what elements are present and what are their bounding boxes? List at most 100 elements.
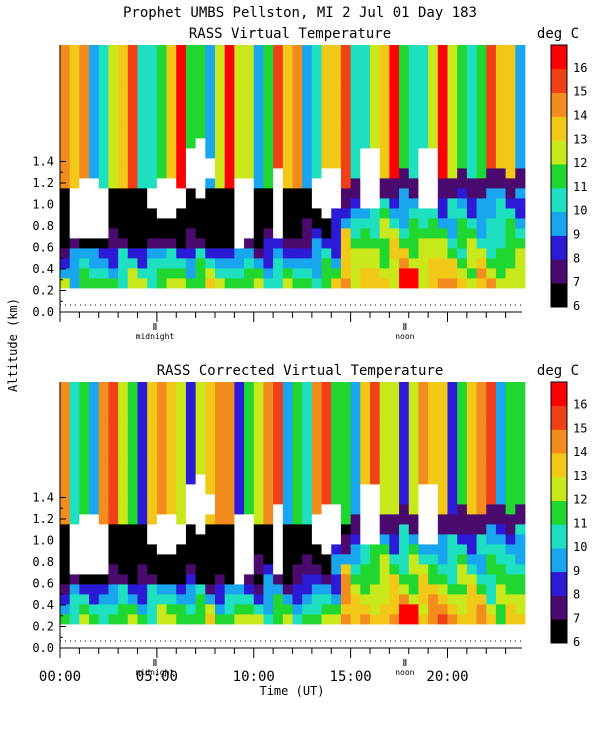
heatmap-cell <box>215 108 226 119</box>
bottom-panel-title: RASS Corrected Virtual Temperature <box>157 363 444 379</box>
heatmap-cell <box>447 494 458 505</box>
heatmap-cell <box>389 128 400 139</box>
colorbar-frame <box>550 381 568 644</box>
heatmap-cell <box>98 584 109 595</box>
heatmap-cell <box>185 228 197 239</box>
heatmap-cell <box>156 198 167 209</box>
heatmap-cell <box>69 278 80 289</box>
heatmap-cell <box>108 168 119 179</box>
heatmap-cell <box>273 128 284 139</box>
heatmap-cell <box>302 444 313 455</box>
y-tick-label: 0.6 <box>32 241 54 255</box>
x-tick-label: 00:00 <box>39 669 81 685</box>
heatmap-cell <box>505 158 516 169</box>
heatmap-cell <box>98 514 109 525</box>
heatmap-cell <box>156 48 167 59</box>
heatmap-cell <box>505 88 516 99</box>
heatmap-cell <box>137 534 148 545</box>
heatmap-cell <box>273 564 284 575</box>
heatmap-cell <box>195 68 206 79</box>
heatmap-cell <box>457 424 468 435</box>
heatmap-cell <box>79 258 90 269</box>
heatmap-cell <box>224 188 235 199</box>
heatmap-cell <box>118 98 129 109</box>
heatmap-cell <box>156 382 167 385</box>
heatmap-cell <box>340 484 352 495</box>
heatmap-cell <box>486 45 497 49</box>
heatmap-cell <box>185 544 197 555</box>
heatmap-cell <box>389 484 400 495</box>
heatmap-cell <box>185 58 197 69</box>
heatmap-cell <box>118 258 129 269</box>
heatmap-cell <box>79 574 90 585</box>
heatmap-cell <box>60 564 71 575</box>
heatmap-cell <box>428 138 439 149</box>
heatmap-cell <box>418 58 429 69</box>
heatmap-cell <box>350 614 361 625</box>
heatmap-cell <box>379 382 390 385</box>
heatmap-cell <box>292 58 303 69</box>
heatmap-cell <box>495 45 507 49</box>
heatmap-cell <box>215 258 226 269</box>
heatmap-cell <box>253 68 264 79</box>
heatmap-cell <box>437 58 448 69</box>
heatmap-cell <box>360 218 371 229</box>
heatmap-cell <box>185 238 197 249</box>
heatmap-cell <box>79 404 90 415</box>
heatmap-cell <box>447 278 458 289</box>
heatmap-cell <box>98 138 109 149</box>
heatmap-cell <box>137 382 148 385</box>
heatmap-cell <box>176 584 187 595</box>
heatmap-cell <box>215 524 226 535</box>
heatmap-cell <box>457 268 468 279</box>
heatmap-cell <box>137 564 148 575</box>
heatmap-cell <box>195 454 206 465</box>
heatmap-cell <box>234 544 245 555</box>
heatmap-cell <box>176 534 187 545</box>
heatmap-cell <box>273 524 284 535</box>
heatmap-cell <box>108 464 119 475</box>
heatmap-cell <box>60 248 71 259</box>
heatmap-cell <box>195 248 206 259</box>
heatmap-cell <box>282 198 293 209</box>
heatmap-cell <box>176 88 187 99</box>
heatmap-cell <box>108 198 119 209</box>
heatmap-cell <box>127 504 138 515</box>
heatmap-cell <box>457 554 468 565</box>
heatmap-cell <box>505 394 516 405</box>
heatmap-cell <box>331 594 342 605</box>
heatmap-cell <box>340 464 352 475</box>
heatmap-cell <box>515 434 526 445</box>
heatmap-cell <box>476 404 487 415</box>
heatmap-cell <box>79 158 90 169</box>
heatmap-cell <box>379 484 390 495</box>
heatmap-cell <box>486 574 497 585</box>
heatmap-cell <box>244 248 255 259</box>
heatmap-cell <box>244 564 255 575</box>
heatmap-cell <box>457 238 468 249</box>
heatmap-cell <box>418 108 429 119</box>
heatmap-cell <box>234 574 245 585</box>
heatmap-cell <box>292 248 303 259</box>
heatmap-cell <box>215 158 226 169</box>
heatmap-cell <box>505 534 516 545</box>
heatmap-cell <box>137 48 148 59</box>
heatmap-cell <box>176 168 187 179</box>
heatmap-cell <box>311 168 322 179</box>
heatmap-cell <box>156 98 167 109</box>
heatmap-cell <box>457 158 468 169</box>
heatmap-cell <box>399 424 410 435</box>
heatmap-cell <box>185 454 197 465</box>
heatmap-cell <box>466 78 477 89</box>
heatmap-cell <box>331 178 342 189</box>
heatmap-cell <box>98 574 109 585</box>
heatmap-cell <box>505 474 516 485</box>
heatmap-cell <box>340 564 352 575</box>
heatmap-cell <box>379 268 390 279</box>
heatmap-cell <box>321 614 332 625</box>
heatmap-cell <box>156 45 167 49</box>
heatmap-cell <box>379 198 390 209</box>
heatmap-cell <box>234 208 245 219</box>
heatmap-cell <box>331 604 342 615</box>
heatmap-cell <box>156 58 167 69</box>
